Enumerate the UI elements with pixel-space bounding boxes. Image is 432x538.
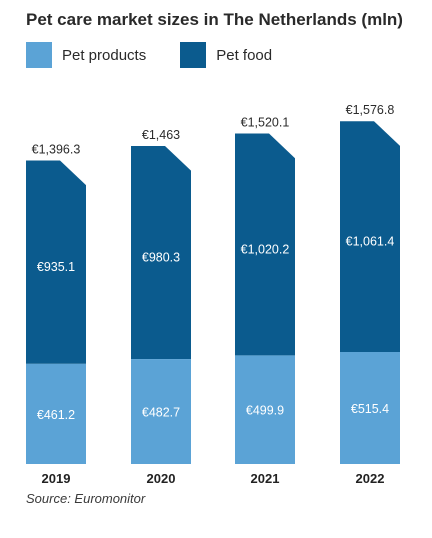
total-label-2022: €1,576.8 — [346, 103, 395, 117]
x-tick-label-2020: 2020 — [147, 471, 176, 486]
legend-item-pet-food: Pet food — [180, 42, 272, 68]
total-label-2019: €1,396.3 — [32, 142, 81, 156]
legend-label-pet-food: Pet food — [216, 46, 273, 64]
data-label-pet-products-2020: €482.7 — [142, 406, 180, 420]
data-label-pet-products-2021: €499.9 — [246, 404, 284, 418]
bar-pet-food-2020 — [131, 145, 191, 360]
legend: Pet products Pet food — [26, 42, 306, 68]
bar-pet-products-2022 — [340, 351, 400, 464]
data-label-pet-food-2021: €1,020.2 — [241, 242, 290, 256]
total-label-2021: €1,520.1 — [241, 116, 290, 130]
bar-pet-food-2022 — [340, 121, 400, 352]
data-label-pet-food-2022: €1,061.4 — [346, 235, 395, 249]
bar-pet-products-2019 — [26, 363, 86, 464]
x-tick-label-2022: 2022 — [356, 471, 385, 486]
data-label-pet-food-2019: €935.1 — [37, 260, 75, 274]
legend-label-pet-products: Pet products — [62, 46, 147, 64]
legend-item-pet-products: Pet products — [26, 42, 146, 68]
data-label-pet-products-2022: €515.4 — [351, 402, 389, 416]
bar-pet-products-2021 — [235, 355, 295, 464]
total-label-2020: €1,463 — [142, 128, 180, 142]
chart-title: Pet care market sizes in The Netherlands… — [26, 10, 403, 29]
bar-pet-food-2021 — [235, 133, 295, 356]
bar-pet-food-2019 — [26, 160, 86, 364]
source-note: Source: Euromonitor — [26, 491, 146, 506]
data-label-pet-products-2019: €461.2 — [37, 408, 75, 422]
x-tick-label-2021: 2021 — [251, 471, 280, 486]
bar-pet-products-2020 — [131, 359, 191, 464]
legend-swatch-pet-products — [26, 42, 52, 68]
x-tick-label-2019: 2019 — [42, 471, 71, 486]
legend-swatch-pet-food — [180, 42, 207, 68]
data-label-pet-food-2020: €980.3 — [142, 251, 180, 265]
